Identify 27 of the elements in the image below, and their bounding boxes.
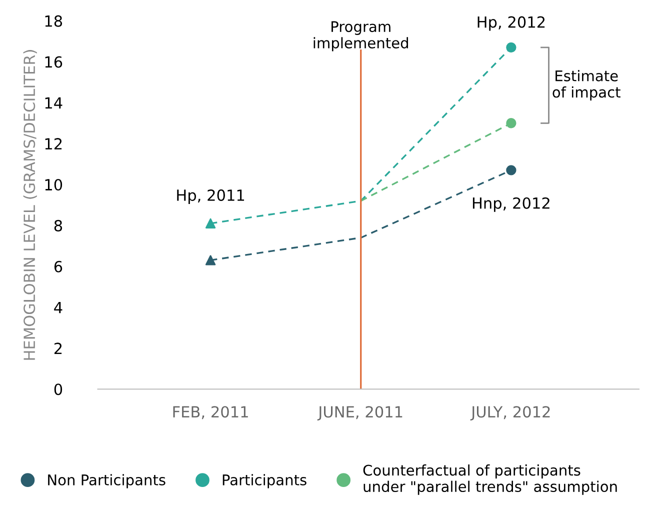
point: [506, 118, 516, 128]
annotation: Hnp, 2012: [472, 197, 550, 212]
annotation: Hp, 2011: [177, 189, 244, 204]
y-tick-label: 10: [45, 178, 62, 191]
y-tick-label: 8: [54, 220, 62, 232]
x-tick-label: JULY, 2012: [470, 406, 550, 420]
y-axis-title: HEMOGLOBIN LEVEL (GRAMS/DECILITER): [23, 50, 37, 360]
y-tick-label: 14: [45, 97, 62, 108]
annotation: Hp, 2012: [478, 16, 545, 31]
point: [205, 218, 216, 228]
legend-label: Participants: [222, 474, 306, 488]
x-tick-label: JUNE, 2011: [317, 406, 402, 420]
x-tick-label: FEB, 2011: [173, 406, 248, 420]
y-tick-label: 2: [54, 342, 62, 354]
point: [506, 42, 516, 53]
legend-label: Non Participants: [48, 474, 166, 488]
y-tick-label: 6: [54, 260, 62, 272]
point: [205, 255, 216, 266]
y-tick-label: 12: [45, 138, 62, 150]
annotation: Estimate of impact: [552, 70, 620, 101]
point: [506, 165, 516, 176]
y-tick-label: 0: [54, 384, 62, 396]
y-tick-label: 18: [45, 15, 62, 27]
y-tick-label: 16: [45, 56, 62, 68]
ref-line-label: Program implemented: [314, 21, 408, 52]
y-tick-label: 4: [54, 302, 62, 314]
legend-label: Counterfactual of participants under "parallel trends" assumption: [363, 464, 617, 495]
